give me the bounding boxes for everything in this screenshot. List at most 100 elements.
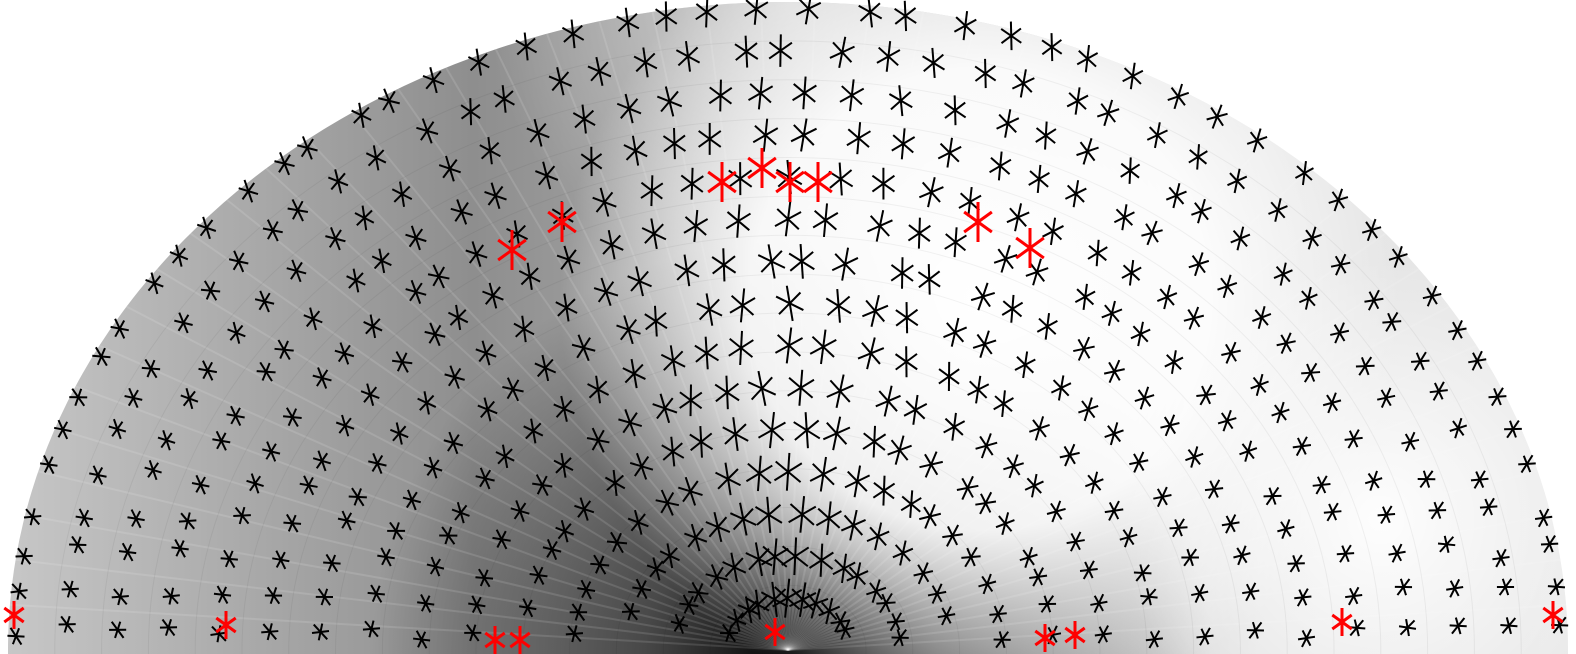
asterisk [363,314,383,339]
asterisk [108,418,127,440]
asterisk [659,543,680,569]
asterisk-stroke [581,581,592,599]
asterisk [937,137,962,168]
asterisk-stroke [1066,94,1089,108]
asterisk-stroke [1113,211,1135,224]
asterisk [475,467,495,490]
asterisk-stroke [232,252,245,271]
asterisk-stroke [809,338,837,355]
asterisk [246,473,264,494]
asterisk [942,524,963,547]
asterisk-stroke [1328,196,1349,204]
asterisk [315,588,333,606]
asterisk-stroke [876,601,896,605]
asterisk-stroke [588,380,608,399]
asterisk [1504,419,1522,439]
asterisk-stroke [1084,478,1104,488]
asterisk-stroke [1294,595,1312,600]
facet-line [787,603,1567,651]
asterisk [722,417,749,451]
asterisk-stroke [636,580,647,598]
asterisk [443,431,464,455]
asterisk [1448,320,1467,341]
asterisk-stroke [993,638,1011,641]
asterisk-stroke [1076,146,1099,157]
asterisk-stroke [975,500,997,506]
asterisk [1038,595,1057,613]
asterisk [450,199,473,225]
facet-line [156,268,789,651]
asterisk [788,243,815,279]
asterisk [775,285,804,322]
asterisk-stroke [1120,163,1141,178]
asterisk [972,330,997,358]
asterisk [894,346,918,378]
asterisk-stroke [974,65,996,82]
asterisk-stroke [1221,521,1240,527]
asterisk-stroke [937,145,962,160]
asterisk-stroke [147,462,160,478]
asterisk [644,305,668,337]
asterisk [1104,500,1124,521]
asterisk [417,594,435,613]
asterisk-stroke [480,400,495,419]
asterisk [15,547,33,565]
asterisk-stroke [392,522,400,540]
asterisk [775,162,805,202]
asterisk-stroke [943,326,968,339]
asterisk [1355,356,1375,376]
asterisk-stroke [506,379,520,400]
facet-line [546,33,789,651]
asterisk-stroke [656,397,674,420]
asterisk-stroke [1130,328,1151,340]
asterisk [917,263,941,295]
asterisk [360,383,380,406]
facet-line [787,385,1501,651]
facet-ring [288,234,1288,654]
asterisk [526,118,550,147]
asterisk-stroke [265,443,277,460]
asterisk [1449,617,1467,635]
asterisk-stroke [555,399,573,418]
asterisk [754,496,783,533]
asterisk-stroke [683,218,709,234]
asterisk [956,475,979,500]
asterisk-stroke [1133,571,1152,575]
asterisk-stroke [238,506,246,525]
facet-ring [194,157,1382,654]
facet-line [98,344,789,651]
asterisk-stroke [261,362,271,381]
asterisk-stroke [645,312,667,331]
asterisk [720,623,739,643]
asterisk-stroke [316,369,329,387]
asterisk-stroke [117,588,124,606]
asterisk [995,512,1015,536]
asterisk [1377,505,1396,525]
asterisk-stroke [1429,389,1448,394]
asterisk-stroke [602,234,622,255]
asterisk-stroke [829,169,853,189]
asterisk-stroke [903,403,928,417]
asterisk [846,562,869,590]
facet-line [705,5,789,651]
asterisk-stroke [661,547,678,565]
asterisk-stroke [356,209,373,227]
facet-line [226,199,789,651]
asterisk [312,450,332,472]
asterisk-stroke [953,18,977,33]
asterisk [447,304,469,331]
asterisk [757,244,786,279]
asterisk-stroke [872,482,896,499]
asterisk-stroke [1076,52,1099,66]
asterisk-stroke [1164,356,1184,368]
asterisk [958,186,982,217]
asterisk-stroke [831,257,859,272]
asterisk [1388,543,1406,563]
asterisk [7,627,25,646]
asterisk-stroke [1196,392,1216,397]
asterisk [764,618,786,646]
asterisk-stroke [469,53,488,72]
asterisk [1153,486,1172,508]
asterisk-stroke [993,253,1018,264]
asterisk [1122,62,1144,90]
